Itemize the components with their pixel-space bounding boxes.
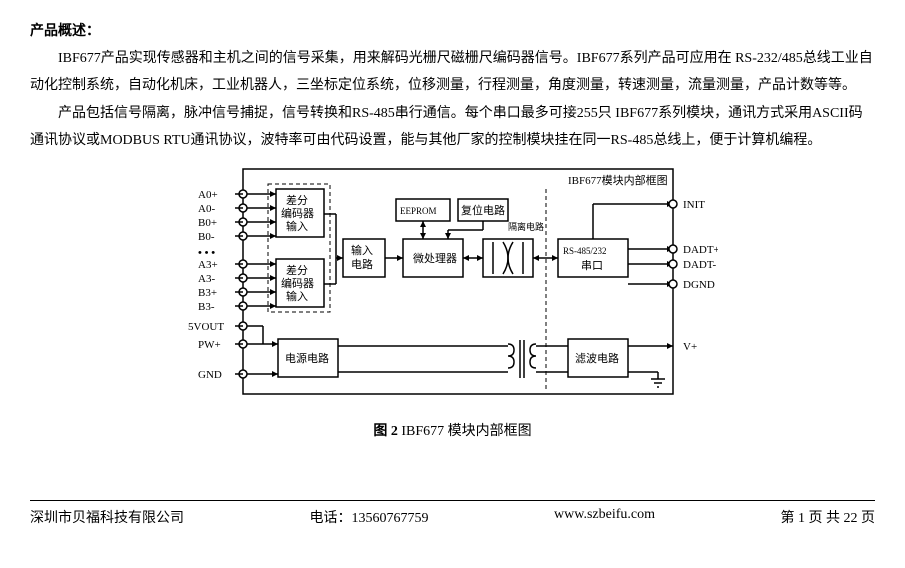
svg-text:输入: 输入 (286, 219, 308, 233)
svg-text:输入: 输入 (286, 289, 308, 303)
svg-text:A0-: A0- (198, 203, 215, 215)
caption-text: IBF677 模块内部框图 (398, 424, 532, 439)
footer-url: www.szbeifu.com (554, 507, 655, 527)
svg-text:DGND: DGND (683, 279, 715, 291)
svg-text:B3+: B3+ (198, 287, 217, 299)
footer-company: 深圳市贝福科技有限公司 (30, 507, 184, 527)
footer-page: 第 1 页 共 22 页 (781, 507, 876, 527)
svg-text:PW+: PW+ (198, 339, 221, 351)
svg-text:B3-: B3- (198, 301, 215, 313)
svg-text:电路: 电路 (351, 258, 373, 271)
svg-text:滤波电路: 滤波电路 (575, 352, 619, 365)
svg-text:微处理器: 微处理器 (413, 251, 457, 265)
figure-caption: 图 2 IBF677 模块内部框图 (30, 420, 875, 440)
svg-text:V+: V+ (683, 341, 697, 353)
svg-text:电源电路: 电源电路 (285, 351, 329, 365)
svg-text:差分: 差分 (286, 263, 308, 277)
svg-text:串口: 串口 (581, 259, 603, 272)
svg-text:B0-: B0- (198, 231, 215, 243)
svg-text:DADT-: DADT- (683, 259, 717, 271)
svg-text:编码器: 编码器 (281, 276, 314, 290)
paragraph-1: IBF677产品实现传感器和主机之间的信号采集，用来解码光栅尺磁栅尺编码器信号。… (30, 46, 875, 99)
svg-text:INIT: INIT (683, 199, 705, 211)
left-terminals: A0+ A0- B0+ B0- • • • A3+ A3- B3+ B3- 5V… (188, 189, 247, 381)
svg-text:5VOUT: 5VOUT (188, 321, 224, 333)
svg-text:GND: GND (198, 369, 222, 381)
svg-text:DADT+: DADT+ (683, 244, 718, 256)
svg-text:A3+: A3+ (198, 259, 218, 271)
svg-text:A0+: A0+ (198, 189, 218, 201)
block-diagram: IBF677模块内部框图 A0+ A0- B0+ B0- • • • A3+ A… (188, 164, 718, 409)
caption-bold: 图 2 (373, 424, 398, 439)
svg-text:编码器: 编码器 (281, 206, 314, 220)
svg-text:复位电路: 复位电路 (461, 203, 505, 217)
svg-text:RS-485/232: RS-485/232 (563, 246, 607, 256)
svg-text:隔离电路: 隔离电路 (508, 221, 544, 232)
svg-text:• • •: • • • (198, 247, 215, 259)
svg-text:B0+: B0+ (198, 217, 217, 229)
diagram-container: IBF677模块内部框图 A0+ A0- B0+ B0- • • • A3+ A… (30, 164, 875, 414)
section-heading: 产品概述： (30, 20, 875, 40)
svg-text:A3-: A3- (198, 273, 215, 285)
svg-text:输入: 输入 (351, 243, 373, 257)
diagram-title: IBF677模块内部框图 (568, 173, 668, 187)
page-footer: 深圳市贝福科技有限公司 电话：13560767759 www.szbeifu.c… (30, 501, 875, 527)
svg-text:EEPROM: EEPROM (400, 206, 437, 216)
paragraph-2: 产品包括信号隔离，脉冲信号捕捉，信号转换和RS-485串行通信。每个串口最多可接… (30, 101, 875, 154)
svg-text:差分: 差分 (286, 193, 308, 207)
footer-phone: 电话：13560767759 (310, 507, 429, 527)
